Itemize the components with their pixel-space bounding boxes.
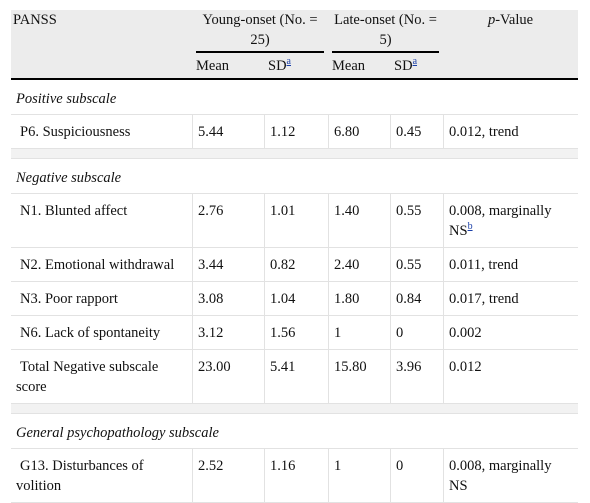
item-name: N6. Lack of spontaneity	[11, 316, 192, 350]
header-p-value: p-Value	[443, 10, 579, 53]
table-row: N3. Poor rapport 3.08 1.04 1.80 0.84 0.017, t…	[11, 282, 579, 316]
item-name: N3. Poor rapport	[11, 282, 192, 316]
item-name: G13. Disturbances of volition	[11, 449, 192, 503]
late-sd: 0	[390, 449, 444, 503]
table-row: Total Negative subscale score 23.00 5.41 15…	[11, 350, 579, 404]
table-row: P6. Suspiciousness 5.44 1.12 6.80 0.45 0.012,…	[11, 115, 579, 149]
section-header-row: Positive subscale	[11, 80, 579, 115]
young-mean: 2.52	[192, 449, 264, 503]
late-mean: 1	[328, 449, 391, 503]
item-name: N2. Emotional withdrawal	[11, 248, 192, 282]
section-spacer	[11, 404, 579, 414]
header-blank	[443, 53, 579, 80]
young-sd: 1.16	[264, 449, 329, 503]
footnote-link-a[interactable]: a	[286, 56, 291, 68]
late-sd: 3.96	[390, 350, 444, 404]
late-mean: 15.80	[328, 350, 391, 404]
young-mean: 3.12	[192, 316, 264, 350]
young-mean: 3.08	[192, 282, 264, 316]
late-mean: 1.40	[328, 194, 391, 248]
young-sd: 1.56	[264, 316, 329, 350]
header-panss: PANSS	[11, 10, 192, 53]
header-late-mean: Mean	[328, 53, 391, 80]
late-sd: 0.55	[390, 248, 444, 282]
table-row: N1. Blunted affect 2.76 1.01 1.40 0.55 0.008,…	[11, 194, 579, 248]
young-mean: 2.76	[192, 194, 264, 248]
young-mean: 3.44	[192, 248, 264, 282]
table-row: N2. Emotional withdrawal 3.44 0.82 2.40 0.55…	[11, 248, 579, 282]
header-row-groups: PANSS Young-onset (No. = 25) Late-onset …	[11, 10, 579, 53]
footnote-link-b[interactable]: b	[467, 221, 473, 233]
header-young-onset: Young-onset (No. = 25)	[192, 10, 329, 53]
young-sd: 5.41	[264, 350, 329, 404]
table-body: Positive subscale P6. Suspiciousness 5.44 1…	[11, 80, 579, 503]
p-value: 0.002	[443, 316, 579, 350]
late-mean: 6.80	[328, 115, 391, 149]
young-sd: 1.04	[264, 282, 329, 316]
late-sd: 0.55	[390, 194, 444, 248]
header-young-sd: SDa	[264, 53, 329, 80]
item-name: P6. Suspiciousness	[11, 115, 192, 149]
section-title: Positive subscale	[11, 80, 579, 115]
header-late-onset: Late-onset (No. = 5)	[328, 10, 444, 53]
header-row-stats: Mean SDa Mean SDa	[11, 53, 579, 80]
table-row: N6. Lack of spontaneity 3.12 1.56 1 0 0.002	[11, 316, 579, 350]
late-mean: 1	[328, 316, 391, 350]
p-value: 0.017, trend	[443, 282, 579, 316]
p-value: 0.008, marginally NSb	[443, 194, 579, 248]
young-sd: 1.12	[264, 115, 329, 149]
section-title: Negative subscale	[11, 159, 579, 194]
late-sd: 0.45	[390, 115, 444, 149]
header-late-sd: SDa	[390, 53, 444, 80]
late-sd: 0	[390, 316, 444, 350]
p-value: 0.012	[443, 350, 579, 404]
panss-comparison-table: PANSS Young-onset (No. = 25) Late-onset …	[11, 10, 579, 503]
footnote-link-a[interactable]: a	[412, 56, 418, 68]
header-young-mean: Mean	[192, 53, 264, 80]
p-value: 0.008, marginally NS	[443, 449, 579, 503]
young-mean: 5.44	[192, 115, 264, 149]
p-value: 0.011, trend	[443, 248, 579, 282]
young-sd: 0.82	[264, 248, 329, 282]
table-row: G13. Disturbances of volition 2.52 1.16 1 0 0…	[11, 449, 579, 503]
late-mean: 2.40	[328, 248, 391, 282]
header-blank	[11, 53, 192, 80]
section-spacer	[11, 149, 579, 159]
item-name: N1. Blunted affect	[11, 194, 192, 248]
late-sd: 0.84	[390, 282, 444, 316]
section-title: General psychopathology subscale	[11, 414, 579, 449]
section-header-row: Negative subscale	[11, 159, 579, 194]
young-mean: 23.00	[192, 350, 264, 404]
item-name: Total Negative subscale score	[11, 350, 192, 404]
section-header-row: General psychopathology subscale	[11, 414, 579, 449]
late-mean: 1.80	[328, 282, 391, 316]
p-value: 0.012, trend	[443, 115, 579, 149]
young-sd: 1.01	[264, 194, 329, 248]
